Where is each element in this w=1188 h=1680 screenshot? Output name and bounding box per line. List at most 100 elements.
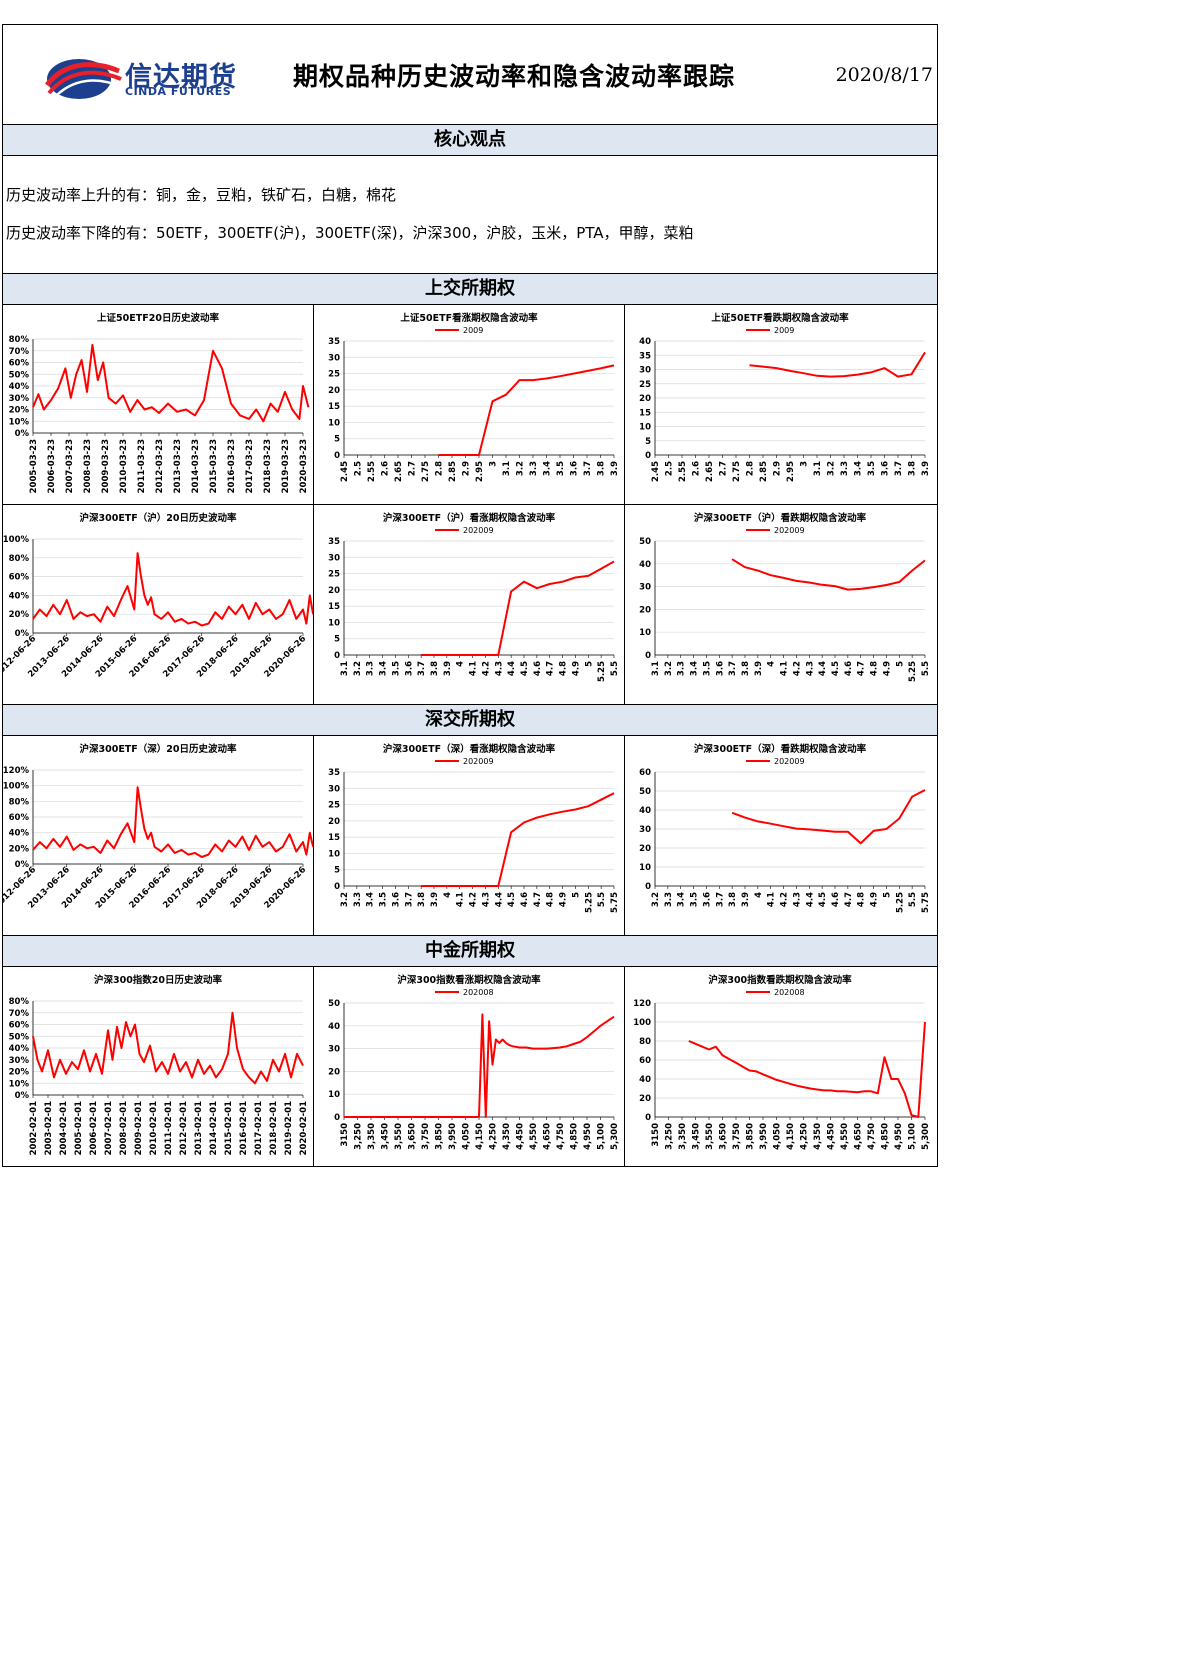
y-tick-label: 60% — [9, 1021, 30, 1031]
x-tick-label: 3.5 — [690, 892, 700, 907]
report-sheet: 信达期货 CINDA FUTURES 期权品种历史波动率和隐含波动率跟踪 202… — [2, 24, 938, 1167]
chart-cell-c11: 沪深300指数看涨期权隐含波动率 202008 0 10 20 30 40 50 3150 3,2… — [314, 967, 625, 1166]
x-tick-label: 3.2 — [340, 892, 350, 907]
y-tick-label: 0% — [15, 860, 30, 870]
chart-300etf-sh-put-iv: 沪深300ETF（沪）看跌期权隐含波动率 202009 0 10 20 30 40 50 3.1… — [639, 512, 931, 682]
x-tick-label: 3.2 — [516, 461, 526, 476]
chart-cell-c6: 沪深300ETF（沪）看跌期权隐含波动率 202009 0 10 20 30 40 50 3.1… — [625, 505, 936, 704]
y-tick-label: 20 — [639, 394, 651, 404]
series-line — [421, 560, 615, 656]
x-tick-label: 4.7 — [844, 892, 854, 907]
x-tick-label: 2016-02-01 — [239, 1101, 249, 1155]
x-tick-label: 4.4 — [805, 892, 815, 907]
x-tick-label: 3.9 — [443, 661, 453, 676]
x-tick-label: 2.7 — [408, 461, 418, 476]
x-tick-label: 3.4 — [690, 661, 700, 676]
y-tick-label: 80% — [9, 335, 30, 345]
x-tick-label: 3,350 — [367, 1123, 377, 1150]
y-tick-label: 40% — [9, 1044, 30, 1054]
series-line — [32, 786, 313, 858]
x-tick-label: 4,150 — [786, 1123, 796, 1150]
y-tick-label: 20% — [9, 1068, 30, 1078]
chart-csi300-call-iv: 沪深300指数看涨期权隐含波动率 202008 0 10 20 30 40 50 3150 3,2… — [328, 974, 620, 1150]
x-tick-label: 3.8 — [430, 661, 440, 676]
x-tick-label: 4.6 — [844, 661, 854, 676]
y-tick-label: 30 — [639, 583, 651, 593]
y-tick-label: 40% — [9, 591, 30, 601]
logo-chinese-name: 信达期货 — [125, 62, 237, 93]
chart-title: 沪深300ETF（沪）看涨期权隐含波动率 — [383, 512, 556, 524]
chart-cell-c4: 沪深300ETF（沪）20日历史波动率 0% 20% 40% 60% 80% 100% 201… — [3, 505, 314, 704]
x-tick-label: 3.3 — [353, 892, 363, 907]
x-tick-label: 3.1 — [651, 661, 661, 676]
x-tick-label: 3,750 — [421, 1123, 431, 1150]
x-tick-label: 2009-03-23 — [101, 439, 111, 493]
x-tick-label: 3.7 — [583, 461, 593, 476]
x-tick-label: 2.95 — [475, 461, 485, 482]
x-tick-label: 5,300 — [921, 1123, 931, 1150]
x-tick-label: 2017-03-23 — [245, 439, 255, 493]
x-tick-label: 3.8 — [908, 461, 918, 476]
y-tick-label: 10 — [639, 863, 651, 873]
y-tick-label: 20 — [639, 844, 651, 854]
x-tick-label: 3.5 — [556, 461, 566, 476]
y-tick-label: 20% — [9, 406, 30, 416]
series-line — [438, 364, 615, 456]
y-tick-label: 5 — [645, 437, 651, 447]
x-tick-label: 4,150 — [475, 1123, 485, 1150]
series-line — [749, 351, 926, 378]
x-tick-label: 4,450 — [516, 1123, 526, 1150]
y-tick-label: 40 — [639, 560, 651, 570]
chart-50etf-hv: 上证50ETF20日历史波动率 0% 10%20% 30% 40% 50%60% 70% 80… — [9, 312, 310, 493]
x-tick-label: 2007-03-23 — [65, 439, 75, 493]
x-tick-label: 4 — [456, 661, 466, 667]
y-tick-label: 10 — [639, 628, 651, 638]
report-date: 2020/8/17 — [835, 64, 933, 86]
document-title: 期权品种历史波动率和隐含波动率跟踪 — [293, 62, 736, 91]
x-tick-label: 5.25 — [597, 661, 607, 682]
x-tick-label: 3.7 — [894, 461, 904, 476]
legend-label: 202008 — [463, 988, 494, 997]
x-tick-label: 3,450 — [381, 1123, 391, 1150]
y-tick-label: 60% — [9, 813, 30, 823]
x-tick-label: 4,750 — [556, 1123, 566, 1150]
x-tick-label: 4.3 — [494, 661, 504, 676]
series-line — [688, 1021, 926, 1118]
x-tick-label: 2011-02-01 — [164, 1101, 174, 1155]
y-tick-label: 40 — [639, 337, 651, 347]
y-tick-label: 50% — [9, 1032, 30, 1042]
x-tick-label: 4.4 — [494, 892, 504, 907]
x-tick-label: 3.6 — [570, 461, 580, 476]
x-tick-label: 3150 — [651, 1123, 661, 1147]
x-tick-label: 2.85 — [759, 461, 769, 482]
x-tick-label: 4,850 — [881, 1123, 891, 1150]
x-tick-label: 2.5 — [665, 461, 675, 476]
x-tick-label: 4.6 — [520, 892, 530, 907]
y-tick-label: 20 — [639, 1094, 651, 1104]
x-tick-label: 2011-03-23 — [137, 439, 147, 493]
y-tick-label: 10 — [328, 1090, 340, 1100]
x-tick-label: 2008-03-23 — [83, 439, 93, 493]
y-tick-label: 0 — [645, 1113, 651, 1123]
x-tick-label: 3.8 — [597, 461, 607, 476]
x-tick-label: 5.5 — [597, 892, 607, 907]
x-tick-label: 3.6 — [391, 892, 401, 907]
x-tick-label: 4.6 — [533, 661, 543, 676]
y-tick-label: 20 — [328, 817, 340, 827]
chart-csi300-put-iv: 沪深300指数看跌期权隐含波动率 202008 0 20 40 60 80 100 120 315… — [633, 974, 931, 1150]
y-tick-label: 80 — [639, 1037, 651, 1047]
x-tick-label: 2013-03-23 — [173, 439, 183, 493]
y-tick-label: 40 — [639, 1075, 651, 1085]
y-tick-label: 10 — [328, 849, 340, 859]
section-cffex-heading: 中金所期权 — [3, 936, 937, 967]
x-tick-label: 2009-02-01 — [134, 1101, 144, 1155]
y-tick-label: 30 — [639, 825, 651, 835]
x-tick-label: 3.8 — [728, 892, 738, 907]
y-tick-label: 40% — [9, 382, 30, 392]
x-tick-label: 3,550 — [394, 1123, 404, 1150]
x-tick-label: 3.3 — [840, 461, 850, 476]
x-tick-label: 3.9 — [430, 892, 440, 907]
x-tick-label: 2.65 — [394, 461, 404, 482]
x-tick-label: 3.1 — [813, 461, 823, 476]
chart-50etf-put-iv: 上证50ETF看跌期权隐含波动率 2009 0 5 10 15 20 25 30 35 40 2.45… — [639, 312, 931, 482]
